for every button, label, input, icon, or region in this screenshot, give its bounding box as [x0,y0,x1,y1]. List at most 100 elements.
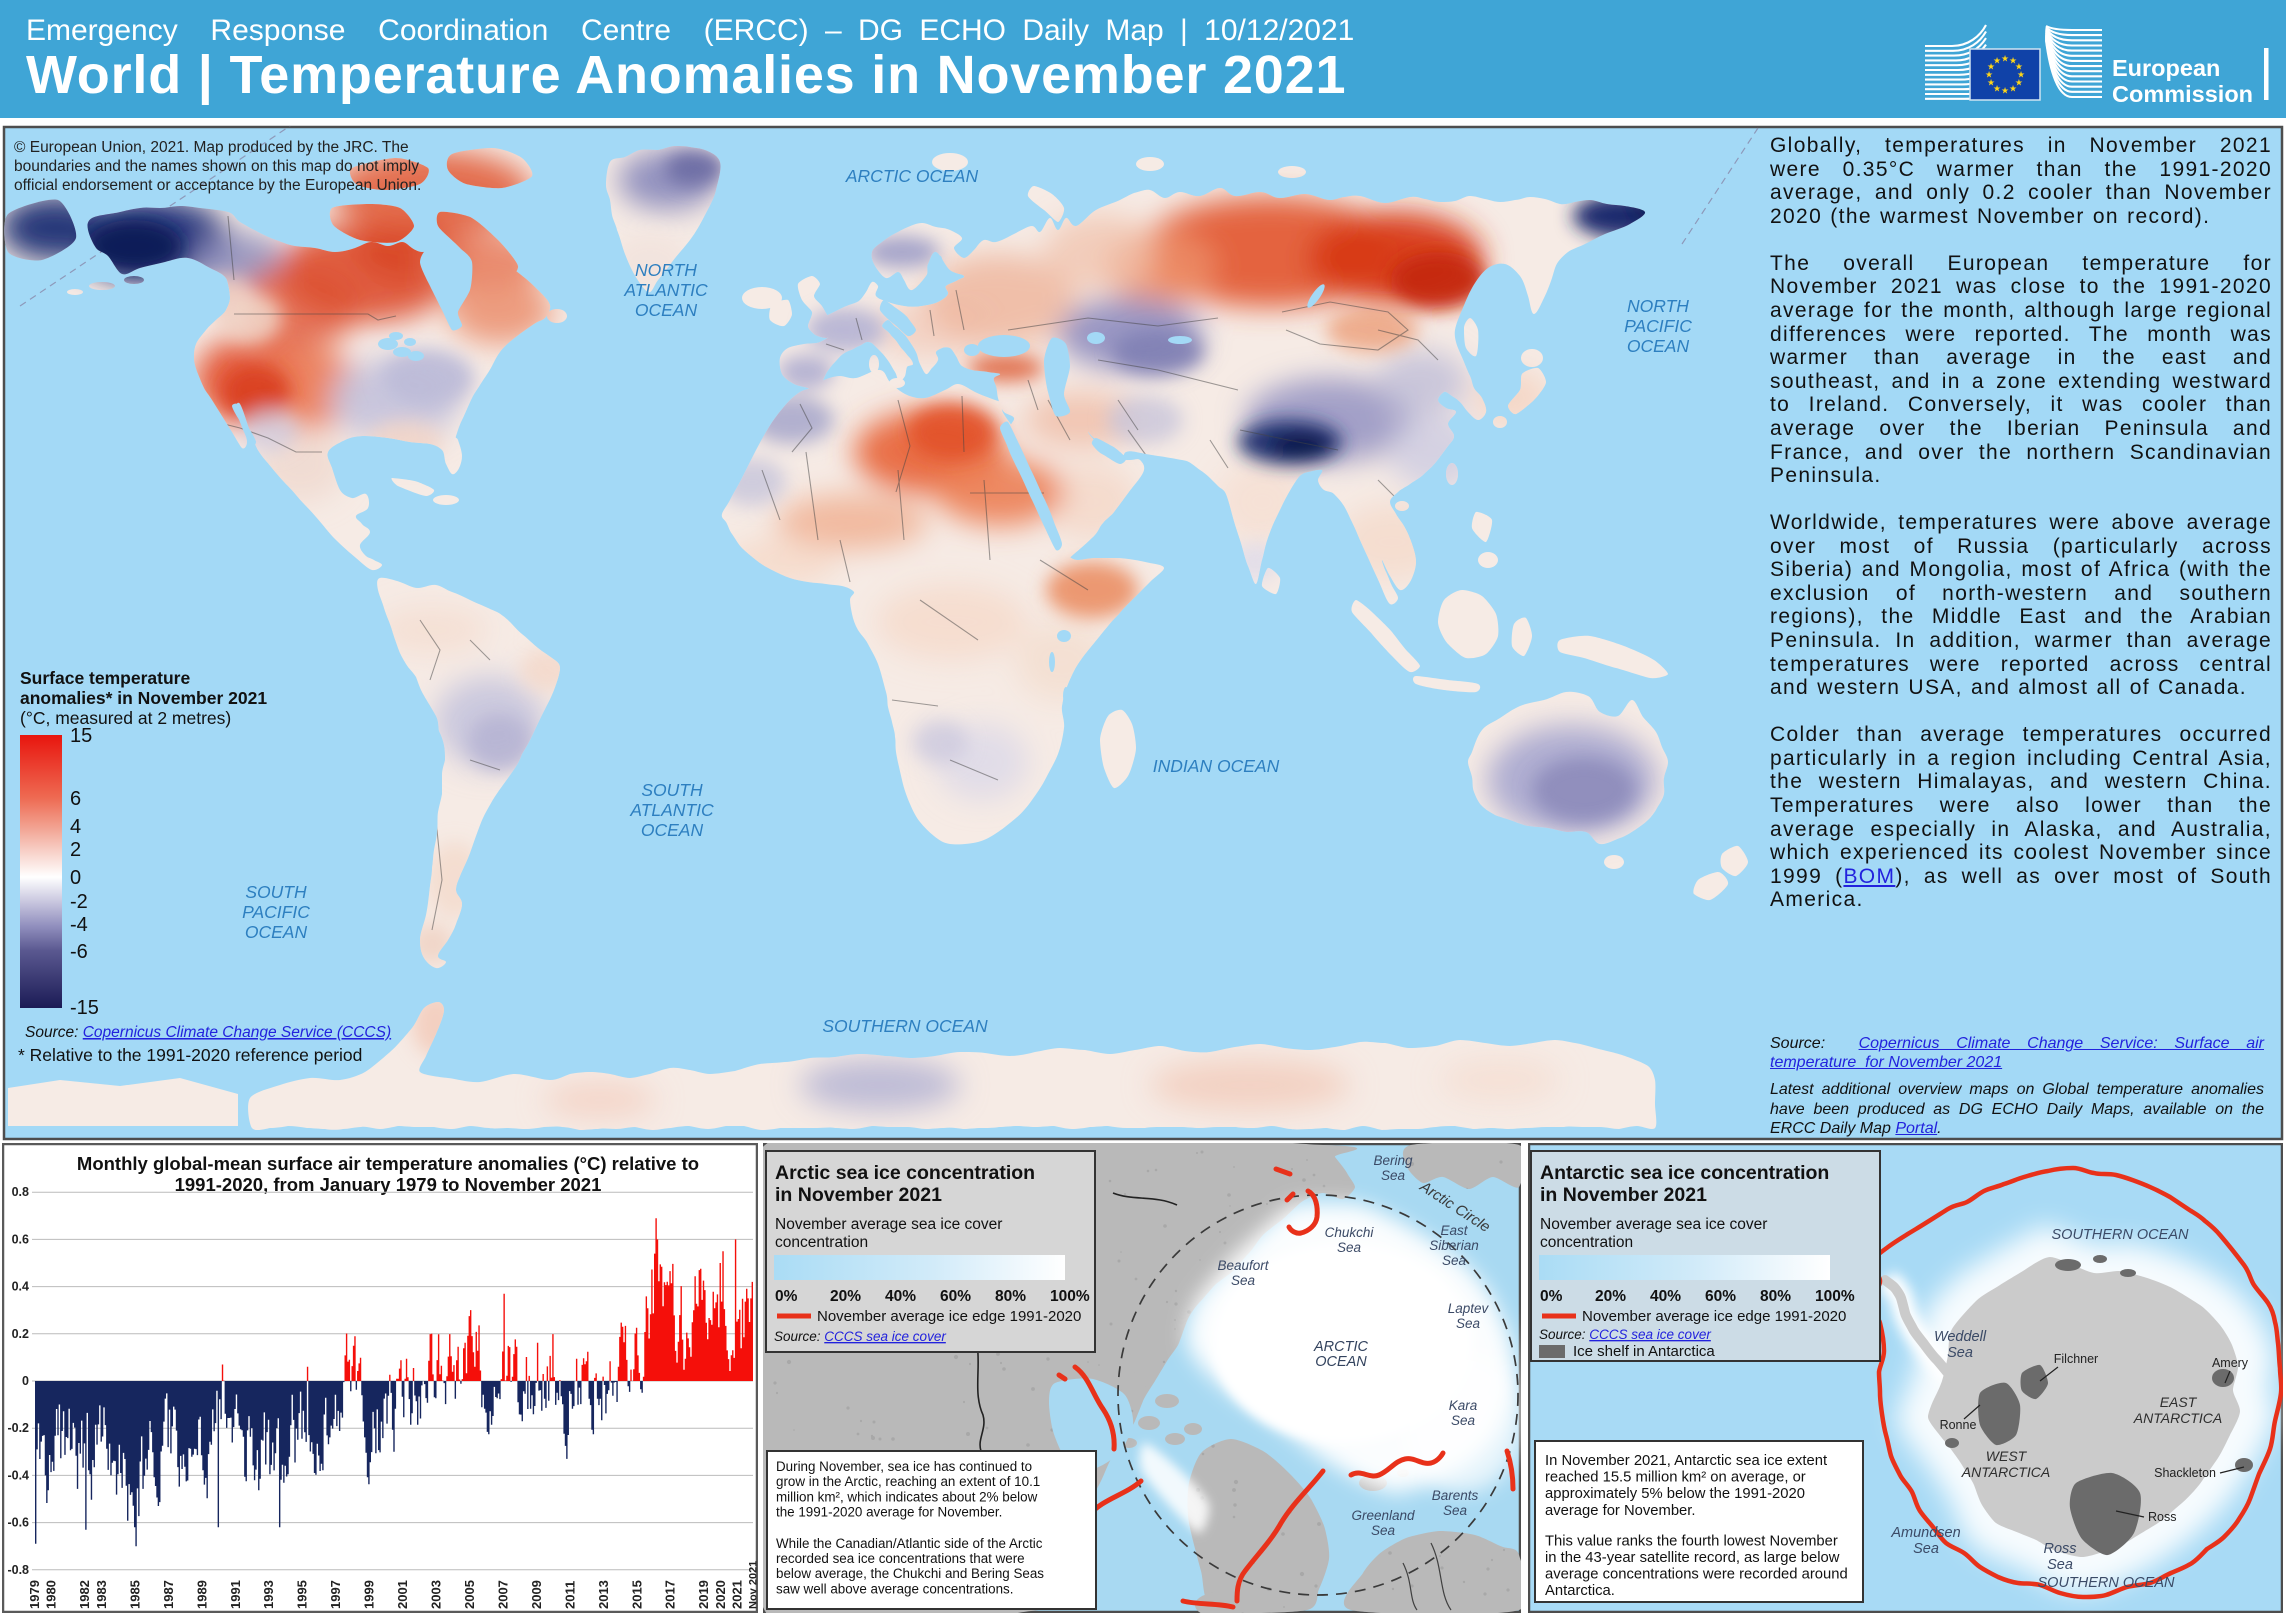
svg-text:saw well above average concent: saw well above average concentrations. [776,1581,1013,1596]
svg-text:1991-2020, from January 1979 t: 1991-2020, from January 1979 to November… [175,1174,602,1195]
svg-text:Sea: Sea [1381,1168,1406,1183]
svg-text:2021: 2021 [730,1580,745,1609]
svg-text:Beaufort: Beaufort [1217,1258,1269,1273]
svg-text:1991: 1991 [228,1580,243,1609]
svg-text:Laptev: Laptev [1448,1301,1490,1316]
svg-text:official endorsement or accept: official endorsement or acceptance by th… [14,177,421,194]
svg-text:Arctic sea ice concentration: Arctic sea ice concentration [775,1162,1035,1184]
svg-text:* Relative to the 1991-2020 re: * Relative to the 1991-2020 reference pe… [18,1045,362,1065]
svg-text:Sea: Sea [1337,1240,1362,1255]
svg-text:★: ★ [2017,70,2025,80]
svg-text:★: ★ [1987,78,1995,88]
svg-text:Filchner: Filchner [2054,1352,2098,1366]
svg-text:2: 2 [70,839,81,861]
svg-text:OCEAN: OCEAN [1627,336,1690,356]
svg-text:Antarctic sea ice concentratio: Antarctic sea ice concentration [1540,1162,1829,1184]
svg-text:concentration: concentration [1540,1234,1633,1251]
svg-text:★: ★ [1985,70,1993,80]
svg-text:grow in the Arctic, reaching a: grow in the Arctic, reaching an extent o… [776,1474,1040,1489]
svg-text:ANTARCTICA: ANTARCTICA [1961,1464,2050,1480]
svg-text:SOUTHERN OCEAN: SOUTHERN OCEAN [822,1016,988,1036]
svg-text:100%: 100% [1050,1288,1090,1305]
svg-text:ATLANTIC: ATLANTIC [629,800,714,820]
svg-text:Source: CCCS sea ice cover: Source: CCCS sea ice cover [774,1329,946,1344]
svg-text:(°C, measured at 2 metres): (°C, measured at 2 metres) [20,708,231,728]
svg-text:Sea: Sea [1451,1413,1476,1428]
svg-text:1980: 1980 [44,1580,59,1609]
svg-text:1979: 1979 [27,1580,42,1609]
svg-text:© European Union, 2021. Ma: © European Union, 2021. Map produced by … [14,139,409,156]
svg-text:40%: 40% [885,1288,916,1305]
svg-text:approximately 5% below the: approximately 5% below the 1991-2020 [1545,1486,1805,1502]
svg-text:15: 15 [70,725,92,747]
svg-text:concentration: concentration [775,1234,868,1251]
svg-text:Ice shelf in Antarctica: Ice shelf in Antarctica [1573,1343,1715,1360]
svg-text:0.8: 0.8 [12,1185,29,1199]
svg-text:★: ★ [2015,62,2023,72]
svg-text:Source: Copernicus Climate Ch: Source: Copernicus Climate Change Servic… [25,1024,391,1041]
svg-text:-2: -2 [70,891,88,913]
svg-text:Source: CCCS sea ice cover: Source: CCCS sea ice cover [1539,1327,1711,1342]
svg-text:ARCTIC OCEAN: ARCTIC OCEAN [845,166,979,186]
svg-text:-0.8: -0.8 [7,1563,29,1577]
svg-text:2001: 2001 [395,1580,410,1609]
svg-text:INDIAN OCEAN: INDIAN OCEAN [1153,756,1280,776]
svg-text:Commission: Commission [2112,81,2253,107]
svg-text:Sea: Sea [1947,1345,1973,1361]
svg-text:Antarctica.: Antarctica. [1545,1583,1615,1599]
svg-text:Nov 2021: Nov 2021 [748,1561,758,1609]
svg-text:below average, the Chukchi and: below average, the Chukchi and Bering Se… [776,1566,1044,1581]
svg-text:EAST: EAST [2160,1394,2198,1410]
svg-text:European: European [2112,55,2220,81]
svg-text:★: ★ [2009,83,2017,93]
svg-text:-15: -15 [70,997,99,1019]
svg-text:★: ★ [1987,62,1995,72]
svg-text:NORTH: NORTH [1627,296,1689,316]
svg-text:Sea: Sea [1442,1253,1467,1268]
svg-text:Sea: Sea [1231,1273,1256,1288]
svg-text:SOUTHERN OCEAN: SOUTHERN OCEAN [2038,1575,2175,1591]
svg-text:20%: 20% [1595,1288,1626,1305]
svg-text:recorded sea ice concentration: recorded sea ice concentrations that wer… [776,1551,1025,1566]
svg-text:0: 0 [22,1374,29,1388]
svg-text:0.6: 0.6 [12,1232,29,1246]
svg-text:Kara: Kara [1449,1398,1478,1413]
svg-text:OCEAN: OCEAN [635,300,698,320]
svg-text:4: 4 [70,816,81,838]
svg-text:★: ★ [2015,78,2023,88]
svg-text:2011: 2011 [562,1581,577,1609]
svg-text:This value ranks the fourth lo: This value ranks the fourth lowest Novem… [1545,1533,1838,1549]
svg-text:While the Canadian/Atlantic si: While the Canadian/Atlantic side of the … [776,1536,1043,1551]
svg-text:ARCTIC: ARCTIC [1313,1339,1369,1355]
svg-text:1997: 1997 [328,1580,343,1609]
svg-text:ATLANTIC: ATLANTIC [623,280,708,300]
svg-text:★: ★ [2001,54,2009,64]
svg-text:2019: 2019 [696,1580,711,1609]
svg-text:Sea: Sea [1443,1503,1468,1518]
svg-text:2009: 2009 [529,1580,544,1609]
svg-text:-4: -4 [70,914,88,936]
svg-text:Sea: Sea [1456,1316,1481,1331]
svg-text:in the 43-year satellite recor: in the 43-year satellite record, as larg… [1545,1550,1840,1566]
svg-text:SOUTH: SOUTH [641,780,703,800]
svg-text:Monthly global-mean surface ai: Monthly global-mean surface air temperat… [77,1153,699,1174]
svg-text:anomalies* in November 2021: anomalies* in November 2021 [20,688,267,708]
svg-text:NORTH: NORTH [635,260,697,280]
svg-text:★: ★ [2001,86,2009,96]
svg-text:1999: 1999 [362,1580,377,1609]
svg-text:SOUTHERN OCEAN: SOUTHERN OCEAN [2052,1227,2189,1243]
svg-text:Sea: Sea [2047,1557,2073,1573]
svg-text:★: ★ [1993,56,2001,66]
svg-text:Barents: Barents [1432,1488,1479,1503]
svg-text:Ross: Ross [2148,1510,2176,1524]
svg-text:1983: 1983 [94,1580,109,1609]
svg-text:reached 15.5 million km² o: reached 15.5 million km² on average, or [1545,1470,1806,1486]
svg-text:November average ice edge 1991: November average ice edge 1991-2020 [1582,1308,1846,1325]
svg-text:2015: 2015 [629,1580,644,1609]
svg-text:Weddell: Weddell [1934,1329,1987,1345]
svg-text:Amundsen: Amundsen [1890,1525,1960,1541]
svg-text:1982: 1982 [77,1580,92,1609]
svg-text:Greenland: Greenland [1351,1508,1415,1523]
svg-text:Surface temperature: Surface temperature [20,668,190,688]
svg-text:East: East [1440,1223,1468,1238]
